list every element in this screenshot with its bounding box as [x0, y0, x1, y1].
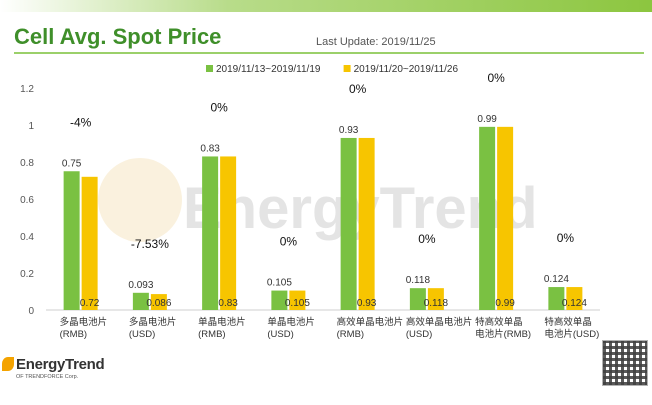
change-annotation: 0%: [487, 71, 505, 85]
x-tick-label: 电池片(RMB): [475, 328, 531, 340]
bar: [566, 287, 583, 310]
legend-label: 2019/11/20~2019/11/26: [354, 64, 459, 75]
bar: [63, 171, 80, 310]
footer-logo: EnergyTrend OF TRENDFORCE Corp.: [2, 356, 105, 380]
data-label: 0.93: [357, 298, 377, 309]
x-tick-label: (RMB): [60, 329, 87, 340]
data-label: 0.105: [285, 298, 310, 309]
bar: [271, 290, 288, 310]
change-annotation: 0%: [418, 232, 436, 246]
data-label: 0.93: [339, 125, 359, 136]
data-label: 0.105: [267, 278, 292, 289]
x-tick-label: 特高效单晶: [475, 316, 523, 328]
y-tick-label: 0.2: [20, 269, 34, 280]
data-label: 0.83: [200, 143, 220, 154]
change-annotation: 0%: [557, 231, 575, 245]
bar: [340, 137, 357, 310]
x-tick-label: 电池片(USD): [544, 328, 599, 340]
x-tick-label: 多晶电池片: [60, 316, 108, 328]
legend-label: 2019/11/13~2019/11/19: [216, 64, 321, 75]
y-tick-label: 1: [28, 121, 34, 132]
data-label: 0.99: [477, 114, 497, 125]
x-tick-label: 特高效单晶: [544, 316, 592, 328]
x-tick-label: (USD): [129, 329, 155, 340]
footer-logo-sub: OF TRENDFORCE Corp.: [16, 374, 79, 380]
x-tick-label: 单晶电池片: [198, 316, 246, 328]
watermark-logo-icon: [98, 158, 182, 242]
bar: [150, 294, 167, 310]
top-gradient-bar: [0, 0, 652, 12]
last-update: Last Update: 2019/11/25: [316, 36, 436, 48]
data-label: 0.118: [406, 275, 431, 286]
x-tick-label: 单晶电池片: [267, 316, 315, 328]
qr-code-icon: [602, 340, 648, 386]
data-label: 0.093: [128, 280, 153, 291]
data-label: 0.118: [424, 298, 449, 309]
change-annotation: -7.53%: [131, 237, 169, 251]
bar: [289, 290, 306, 310]
bar: [358, 137, 375, 310]
legend-swatch: [206, 65, 213, 72]
y-tick-label: 0.8: [20, 158, 34, 169]
title-divider: [14, 52, 644, 54]
data-label: 0.124: [544, 274, 569, 285]
bar: [220, 156, 237, 310]
change-annotation: -4%: [70, 115, 92, 129]
x-tick-label: 高效单晶电池片: [337, 316, 404, 328]
x-tick-label: 多晶电池片: [129, 316, 177, 328]
data-label: 0.83: [218, 298, 238, 309]
data-label: 0.086: [146, 298, 171, 309]
footer-logo-name: EnergyTrend: [16, 356, 105, 373]
legend-swatch: [343, 65, 351, 72]
bar: [479, 126, 496, 310]
x-tick-label: (USD): [406, 329, 432, 340]
bar: [132, 292, 149, 310]
page-title: Cell Avg. Spot Price: [14, 24, 222, 49]
y-tick-label: 0.4: [20, 232, 34, 243]
data-label: 0.124: [562, 298, 587, 309]
change-annotation: 0%: [210, 100, 228, 114]
data-label: 0.72: [80, 298, 100, 309]
change-annotation: 0%: [349, 82, 367, 96]
data-label: 0.99: [495, 298, 515, 309]
bar: [548, 287, 565, 310]
leaf-logo-icon: [2, 357, 14, 371]
bar: [497, 126, 514, 310]
x-tick-label: (RMB): [337, 329, 364, 340]
x-tick-label: (RMB): [198, 329, 225, 340]
y-tick-label: 1.2: [20, 84, 34, 95]
x-tick-label: 高效单晶电池片: [406, 316, 473, 328]
data-label: 0.75: [62, 158, 82, 169]
bar: [81, 176, 98, 310]
bar: [202, 156, 219, 310]
bar: [409, 288, 426, 310]
y-tick-label: 0: [28, 306, 34, 317]
y-tick-label: 0.6: [20, 195, 34, 206]
bar: [427, 288, 444, 310]
change-annotation: 0%: [280, 235, 298, 249]
x-tick-label: (USD): [267, 329, 293, 340]
